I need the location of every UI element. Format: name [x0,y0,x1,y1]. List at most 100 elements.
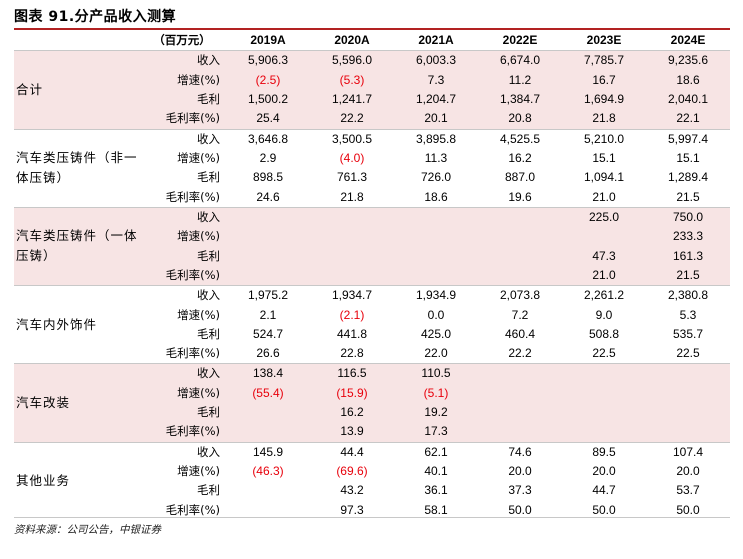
value-cell: (5.3) [310,70,394,90]
value-cell: 22.8 [340,346,364,361]
metric-label: 收入 [138,50,226,71]
table-row: 合计 收入 5,906.3 5,596.0 6,003.3 6,674.0 7,785.7 9… [14,50,730,130]
value-cell: 1,500.2 [226,89,310,110]
metric-label: 毛利率(%) [138,422,226,443]
value-cell: 58.1 [424,502,448,517]
value-cell: 1,241.7 [310,89,394,110]
table-row: 汽车类压铸件（非一体压铸） 收入 3,646.8 3,500.5 3,895.8 4,52… [14,128,730,208]
value-cell [478,227,562,247]
table-row: 毛利 43.2 36.1 37.3 44.7 53.7 [14,481,730,500]
metric-label: 毛利率(%) [165,502,220,517]
value-cell: 21.8 [340,189,364,204]
value-cell [478,422,562,443]
value-cell: 20.0 [676,464,700,479]
value-cell: 26.6 [256,346,280,361]
value-cell: 5,596.0 [310,50,394,71]
value-cell: 7.3 [394,70,478,90]
segment-label: 汽车类压铸件（非一体压铸） [14,128,138,208]
value-cell: (69.6) [336,464,368,479]
value-cell: 887.0 [504,170,536,185]
value-cell: 22.2 [508,346,532,361]
value-cell [478,206,562,228]
value-cell: 9,235.6 [646,50,730,71]
value-cell: 21.0 [592,189,616,204]
value-cell: 508.8 [588,326,620,341]
value-cell: 2,073.8 [478,285,562,306]
table-row: 增速(%) 2.1 (2.1) 0.0 7.2 9.0 5.3 [14,305,730,324]
table-row: 汽车类压铸件（一体压铸） 收入 225.0 750.0 [14,206,730,286]
value-cell: (4.0) [339,151,365,166]
value-cell: 726.0 [420,170,452,185]
value-cell: 460.4 [504,326,536,341]
value-cell: 2,261.2 [562,285,646,306]
value-cell: 5,906.3 [226,50,310,71]
header-unit: （百万元） [138,31,226,52]
value-cell: 22.2 [310,109,394,130]
value-cell: 535.7 [672,326,704,341]
value-cell: 9.0 [595,307,613,322]
value-cell [226,402,310,423]
revenue-table: （百万元） 2019A 2020A 2021A 2022E 2023E 2024… [14,31,730,520]
value-cell [478,246,562,266]
value-cell: 4,525.5 [478,128,562,149]
value-cell: 15.1 [592,151,616,166]
value-cell: 225.0 [562,206,646,228]
value-cell: 21.5 [646,265,730,286]
value-cell [310,227,394,247]
metric-label: 收入 [138,363,226,384]
value-cell: 7,785.7 [562,50,646,71]
value-cell: 44.4 [310,441,394,462]
value-cell: 2,040.1 [646,89,730,110]
value-cell: 13.9 [310,422,394,443]
value-cell: 425.0 [420,326,452,341]
value-cell: 161.3 [646,246,730,266]
value-cell: 110.5 [394,363,478,384]
value-cell [226,246,310,266]
value-cell: 40.1 [424,464,448,479]
value-cell [646,402,730,423]
value-cell: 145.9 [226,441,310,462]
table-row: 毛利 898.5 761.3 726.0 887.0 1,094.1 1,289.4 [14,168,730,187]
value-cell [310,206,394,228]
value-cell: 1,384.7 [478,89,562,110]
value-cell: 1,204.7 [394,89,478,110]
value-cell: (46.3) [252,464,284,479]
value-cell: 0.0 [427,307,445,322]
value-cell [394,206,478,228]
value-cell: 22.5 [676,346,700,361]
value-cell [562,422,646,443]
value-cell: 5,997.4 [646,128,730,149]
table-row: 毛利 524.7 441.8 425.0 460.4 508.8 535.7 [14,325,730,344]
value-cell: 1,934.7 [310,285,394,306]
metric-label: 收入 [138,441,226,462]
table-row: 毛利 47.3 161.3 [14,246,730,266]
value-cell: 233.3 [646,227,730,247]
value-cell: 22.1 [646,109,730,130]
value-cell: 3,646.8 [226,128,310,149]
value-cell: 761.3 [336,170,368,185]
header-year: 2020A [310,31,394,52]
value-cell: 3,895.8 [394,128,478,149]
value-cell: 97.3 [340,502,364,517]
source-note: 资料来源：公司公告，中银证券 [14,524,161,536]
value-cell: 19.2 [394,402,478,423]
value-cell: 5.3 [679,307,697,322]
metric-label: 毛利率(%) [138,265,226,286]
value-cell [478,265,562,286]
segment-label: 汽车内外饰件 [14,285,138,364]
value-cell: 36.1 [424,483,448,498]
metric-label: 毛利率(%) [165,189,220,204]
value-cell [310,246,394,266]
value-cell: 1,694.9 [562,89,646,110]
metric-label: 收入 [138,128,226,149]
value-cell: 750.0 [646,206,730,228]
value-cell: 2,380.8 [646,285,730,306]
title-rule [14,28,730,30]
value-cell: 15.1 [676,151,700,166]
header-row: （百万元） 2019A 2020A 2021A 2022E 2023E 2024… [14,31,730,52]
table-row: 毛利率(%) 24.6 21.8 18.6 19.6 21.0 21.5 [14,188,730,208]
value-cell: 524.7 [252,326,284,341]
value-cell: 19.6 [508,189,532,204]
value-cell: 74.6 [478,441,562,462]
value-cell: 62.1 [394,441,478,462]
